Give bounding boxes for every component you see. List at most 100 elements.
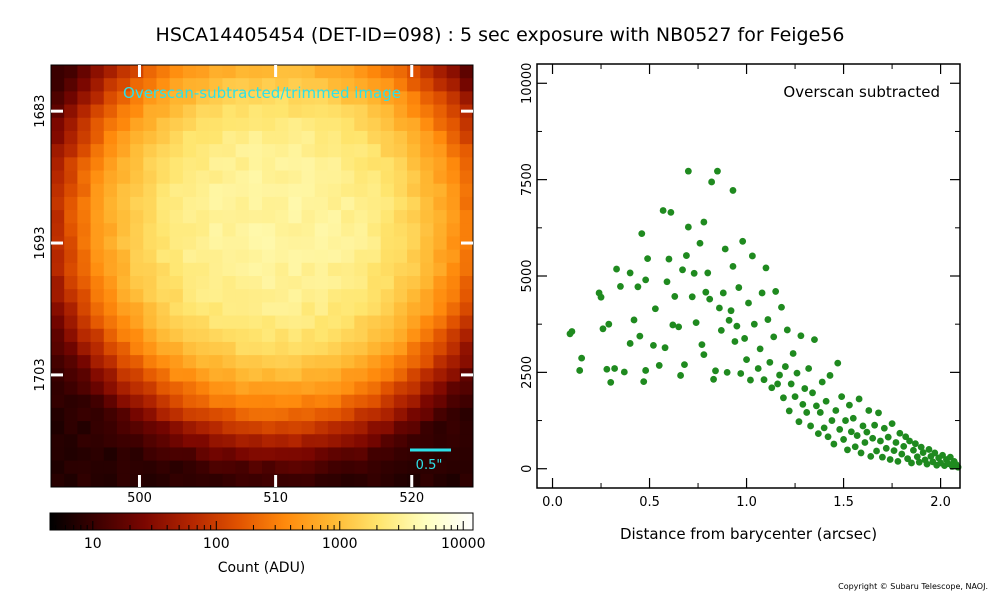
heatmap-cell [314,91,329,105]
heatmap-cell [222,144,237,158]
heatmap-cell [446,249,461,264]
heatmap-cell [235,65,250,79]
scatter-point [842,417,849,424]
heatmap-cell [130,434,144,448]
scatter-point [925,446,933,453]
heatmap-cell [209,368,223,382]
heatmap-cell [182,91,197,105]
scatter-point [908,459,915,467]
scatter-point [865,407,873,414]
scatter-point [863,428,871,436]
heatmap-cell [90,196,105,211]
scatter-point [867,452,875,460]
heatmap-cell [209,130,223,145]
scatter-point [661,344,669,352]
heatmap-cell [327,302,342,316]
scatter-point [659,207,667,214]
heatmap-cell [301,368,316,382]
heatmap-cell [446,210,461,224]
heatmap-cell [90,130,105,145]
heatmap-cell [77,289,91,303]
heatmap-cell [235,407,250,422]
scatter-y-tick-label: 10000 [520,63,535,104]
heatmap-cell [275,328,289,343]
heatmap-cell [301,262,316,277]
heatmap-cell [459,460,474,475]
heatmap-cell [182,289,197,303]
heatmap-cell [327,381,342,396]
heatmap-cell [327,157,342,171]
heatmap-cell [209,91,223,105]
heatmap-cell [143,170,157,185]
scatter-point [917,443,925,451]
heatmap-cell [64,315,78,330]
heatmap-cell [327,421,342,435]
heatmap-cell [262,65,276,79]
heatmap-cell [196,91,210,105]
heatmap-cell [90,289,105,303]
heatmap-cell [248,355,263,369]
heatmap-cell [77,104,91,119]
scatter-point [688,293,696,301]
heatmap-cell [380,460,395,475]
heatmap-cell [64,447,78,462]
scatter-point [781,363,789,370]
scatter-points [566,167,962,471]
scatter-point [906,437,913,445]
heatmap-cell [288,157,302,171]
heatmap-cell [314,170,329,185]
heatmap-cell [420,381,434,396]
scatter-point [898,450,906,458]
scatter-point [789,350,797,357]
heatmap-cell [77,302,91,316]
heatmap-cell [327,223,342,237]
heatmap-cell [51,381,65,396]
heatmap-cell [420,276,434,290]
colorbar-gradient [49,512,474,531]
heatmap-cell [301,183,316,198]
heatmap-cell [143,157,157,171]
heatmap-cell [222,328,237,343]
image-y-tick-label: 1703 [33,358,48,391]
heatmap-cell [90,355,105,369]
heatmap-cell [275,78,289,92]
heatmap-cell [327,196,342,211]
heatmap-cell [130,289,144,303]
heatmap-cell [169,91,184,105]
heatmap-cell [209,394,223,409]
heatmap-cell [116,447,131,462]
heatmap-cell [235,104,250,119]
heatmap-cell [446,289,461,303]
heatmap-cell [367,249,382,264]
scatter-point [700,351,708,359]
scatter-point [708,178,716,186]
heatmap-cell [182,381,197,396]
scatter-point [617,283,624,290]
heatmap-cell [275,91,289,105]
heatmap-cell [314,104,329,119]
heatmap-cell [196,341,210,356]
heatmap-cell [367,421,382,435]
heatmap-cell [182,302,197,316]
scale-bar-label: 0.5" [416,458,443,473]
heatmap-cell [90,341,105,356]
heatmap-cell [327,341,342,356]
heatmap-cell [446,65,461,79]
heatmap-cell [222,434,237,448]
scatter-point [826,372,834,379]
scatter-point [882,444,890,452]
scatter-point [683,252,690,259]
scatter-y-tick-label: 2500 [520,356,535,389]
heatmap-cell [169,328,184,343]
heatmap-cell [262,381,276,396]
heatmap-cell [169,407,184,422]
heatmap-cell [341,144,355,158]
heatmap-cell [262,117,276,132]
heatmap-cell [354,196,368,211]
heatmap-cell [314,236,329,251]
scatter-point [846,401,853,409]
heatmap-cell [314,210,329,224]
heatmap-cell [103,236,118,251]
heatmap-cell [169,170,184,185]
scatter-point [838,393,846,401]
